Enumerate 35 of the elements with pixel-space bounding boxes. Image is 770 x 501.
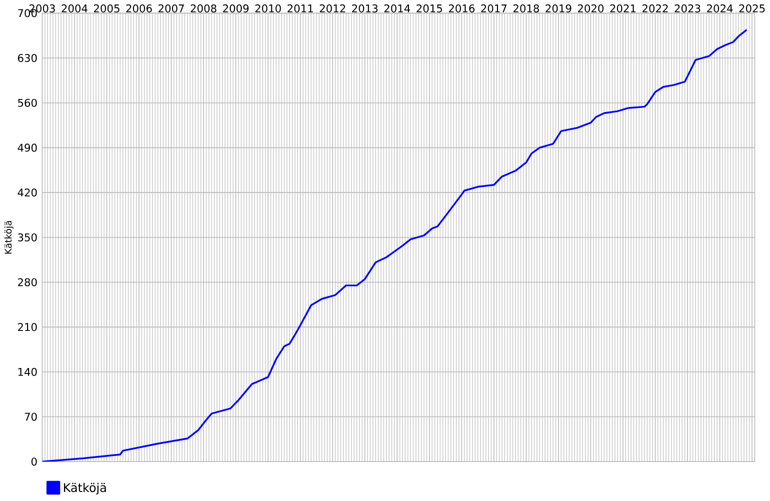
x-tick-label: 2015 [416, 4, 442, 12]
x-tick-label: 2014 [384, 4, 410, 12]
y-tick-label: 280 [18, 278, 37, 286]
y-tick-label: 350 [18, 233, 37, 242]
x-tick-label: 2016 [448, 4, 475, 12]
x-tick-label: 2019 [546, 4, 572, 12]
y-tick-label: 630 [18, 54, 37, 62]
y-tick-label: 560 [18, 98, 37, 107]
x-tick-label: 2008 [190, 4, 216, 12]
x-tick-label: 2012 [320, 4, 346, 12]
x-tick-label: 2005 [94, 4, 120, 12]
x-tick-label: 2011 [288, 4, 313, 12]
x-tick-label: 2018 [513, 4, 539, 12]
x-tick-label: 2025 [739, 4, 765, 12]
y-axis-title: Kätköjä [4, 220, 14, 254]
x-tick-label: 2024 [707, 4, 733, 12]
y-tick-label: 0 [31, 457, 37, 466]
x-tick-label: 2004 [62, 4, 88, 12]
x-tick-label: 2013 [352, 4, 378, 12]
y-tick-label: 210 [18, 322, 37, 331]
x-tick-label: 2006 [126, 4, 152, 12]
x-tick-label: 2009 [223, 4, 249, 12]
y-tick-label: 490 [18, 143, 37, 152]
x-tick-label: 2010 [255, 4, 281, 12]
x-tick-label: 2020 [578, 4, 604, 12]
x-tick-label: 2021 [610, 4, 636, 12]
y-tick-label: 420 [18, 188, 37, 196]
x-tick-label: 2022 [642, 4, 668, 12]
y-tick-label: 70 [24, 412, 37, 421]
x-tick-label: 2023 [674, 4, 700, 12]
x-tick-label: 2007 [158, 4, 184, 12]
legend-label: Kätköjä [64, 482, 106, 494]
line-series [42, 28, 748, 462]
x-tick-label: 2017 [481, 4, 507, 12]
y-tick-label: 140 [18, 368, 37, 376]
